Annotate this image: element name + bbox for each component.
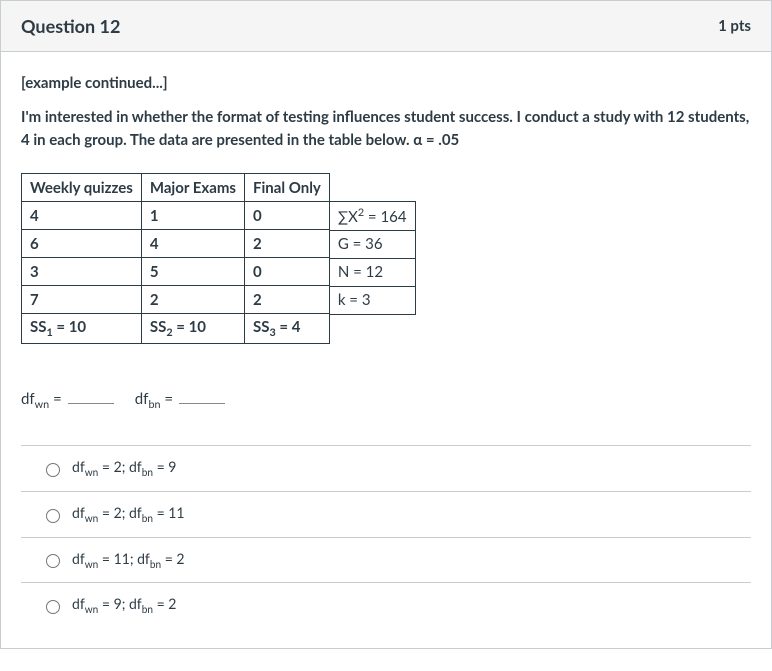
table-cell: 0 (245, 202, 330, 230)
table-cell: 1 (141, 202, 244, 230)
question-card: Question 12 1 pts [example continued...]… (0, 0, 772, 649)
table-header: Weekly quizzes (22, 174, 142, 202)
answer-radio[interactable] (46, 463, 60, 477)
df-wn-label: dfwn = (21, 390, 62, 408)
answer-option[interactable]: dfwn = 2; dfbn = 11 (21, 492, 751, 537)
table-footer-cell: SS1 = 10 (22, 314, 142, 344)
question-prompt: I'm interested in whether the format of … (21, 106, 751, 151)
blank-underline (68, 394, 114, 405)
question-header: Question 12 1 pts (1, 1, 771, 52)
answer-option-label: dfwn = 2; dfbn = 9 (72, 458, 176, 479)
table-cell: 2 (245, 230, 330, 258)
stats-cell: N = 12 (329, 258, 415, 286)
stats-table: ∑X2 = 164 G = 36 N = 12 k = 3 (329, 173, 416, 315)
blank-underline (179, 394, 225, 405)
answer-option[interactable]: dfwn = 9; dfbn = 2 (21, 583, 751, 628)
table-cell: 2 (141, 286, 244, 314)
table-header: Major Exams (141, 174, 244, 202)
answer-radio[interactable] (46, 600, 60, 614)
table-footer-cell: SS2 = 10 (141, 314, 244, 344)
table-footer-cell: SS3 = 4 (245, 314, 330, 344)
table-row: 3 5 0 (22, 258, 330, 286)
question-title: Question 12 (21, 15, 120, 37)
data-table: Weekly quizzes Major Exams Final Only 4 … (21, 173, 330, 344)
answer-option-label: dfwn = 11; dfbn = 2 (72, 550, 185, 571)
table-cell: 0 (245, 258, 330, 286)
table-header: Final Only (245, 174, 330, 202)
answer-option-label: dfwn = 9; dfbn = 2 (72, 595, 176, 616)
stats-cell: k = 3 (329, 286, 415, 314)
table-row: 4 1 0 (22, 202, 330, 230)
answer-option-label: dfwn = 2; dfbn = 11 (72, 504, 185, 525)
answer-radio[interactable] (46, 509, 60, 523)
answer-option[interactable]: dfwn = 2; dfbn = 9 (21, 446, 751, 491)
table-row: 7 2 2 (22, 286, 330, 314)
table-cell: 6 (22, 230, 142, 258)
data-table-wrap: Weekly quizzes Major Exams Final Only 4 … (21, 173, 751, 344)
answer-option[interactable]: dfwn = 11; dfbn = 2 (21, 538, 751, 583)
answer-radio[interactable] (46, 554, 60, 568)
table-cell: 4 (22, 202, 142, 230)
question-points: 1 pts (718, 17, 751, 35)
table-footer-row: SS1 = 10 SS2 = 10 SS3 = 4 (22, 314, 330, 344)
table-row: 6 4 2 (22, 230, 330, 258)
table-cell: 4 (141, 230, 244, 258)
table-header-row: Weekly quizzes Major Exams Final Only (22, 174, 330, 202)
table-cell: 7 (22, 286, 142, 314)
table-cell: 5 (141, 258, 244, 286)
df-bn-label: dfbn = (135, 390, 173, 408)
stats-cell: G = 36 (329, 230, 415, 258)
fill-in-blank-line: dfwn = dfbn = (21, 390, 751, 411)
table-cell: 2 (245, 286, 330, 314)
example-continued-label: [example continued...] (21, 74, 751, 92)
question-body: [example continued...] I'm interested in… (1, 52, 771, 648)
stats-cell: ∑X2 = 164 (329, 201, 415, 230)
table-cell: 3 (22, 258, 142, 286)
